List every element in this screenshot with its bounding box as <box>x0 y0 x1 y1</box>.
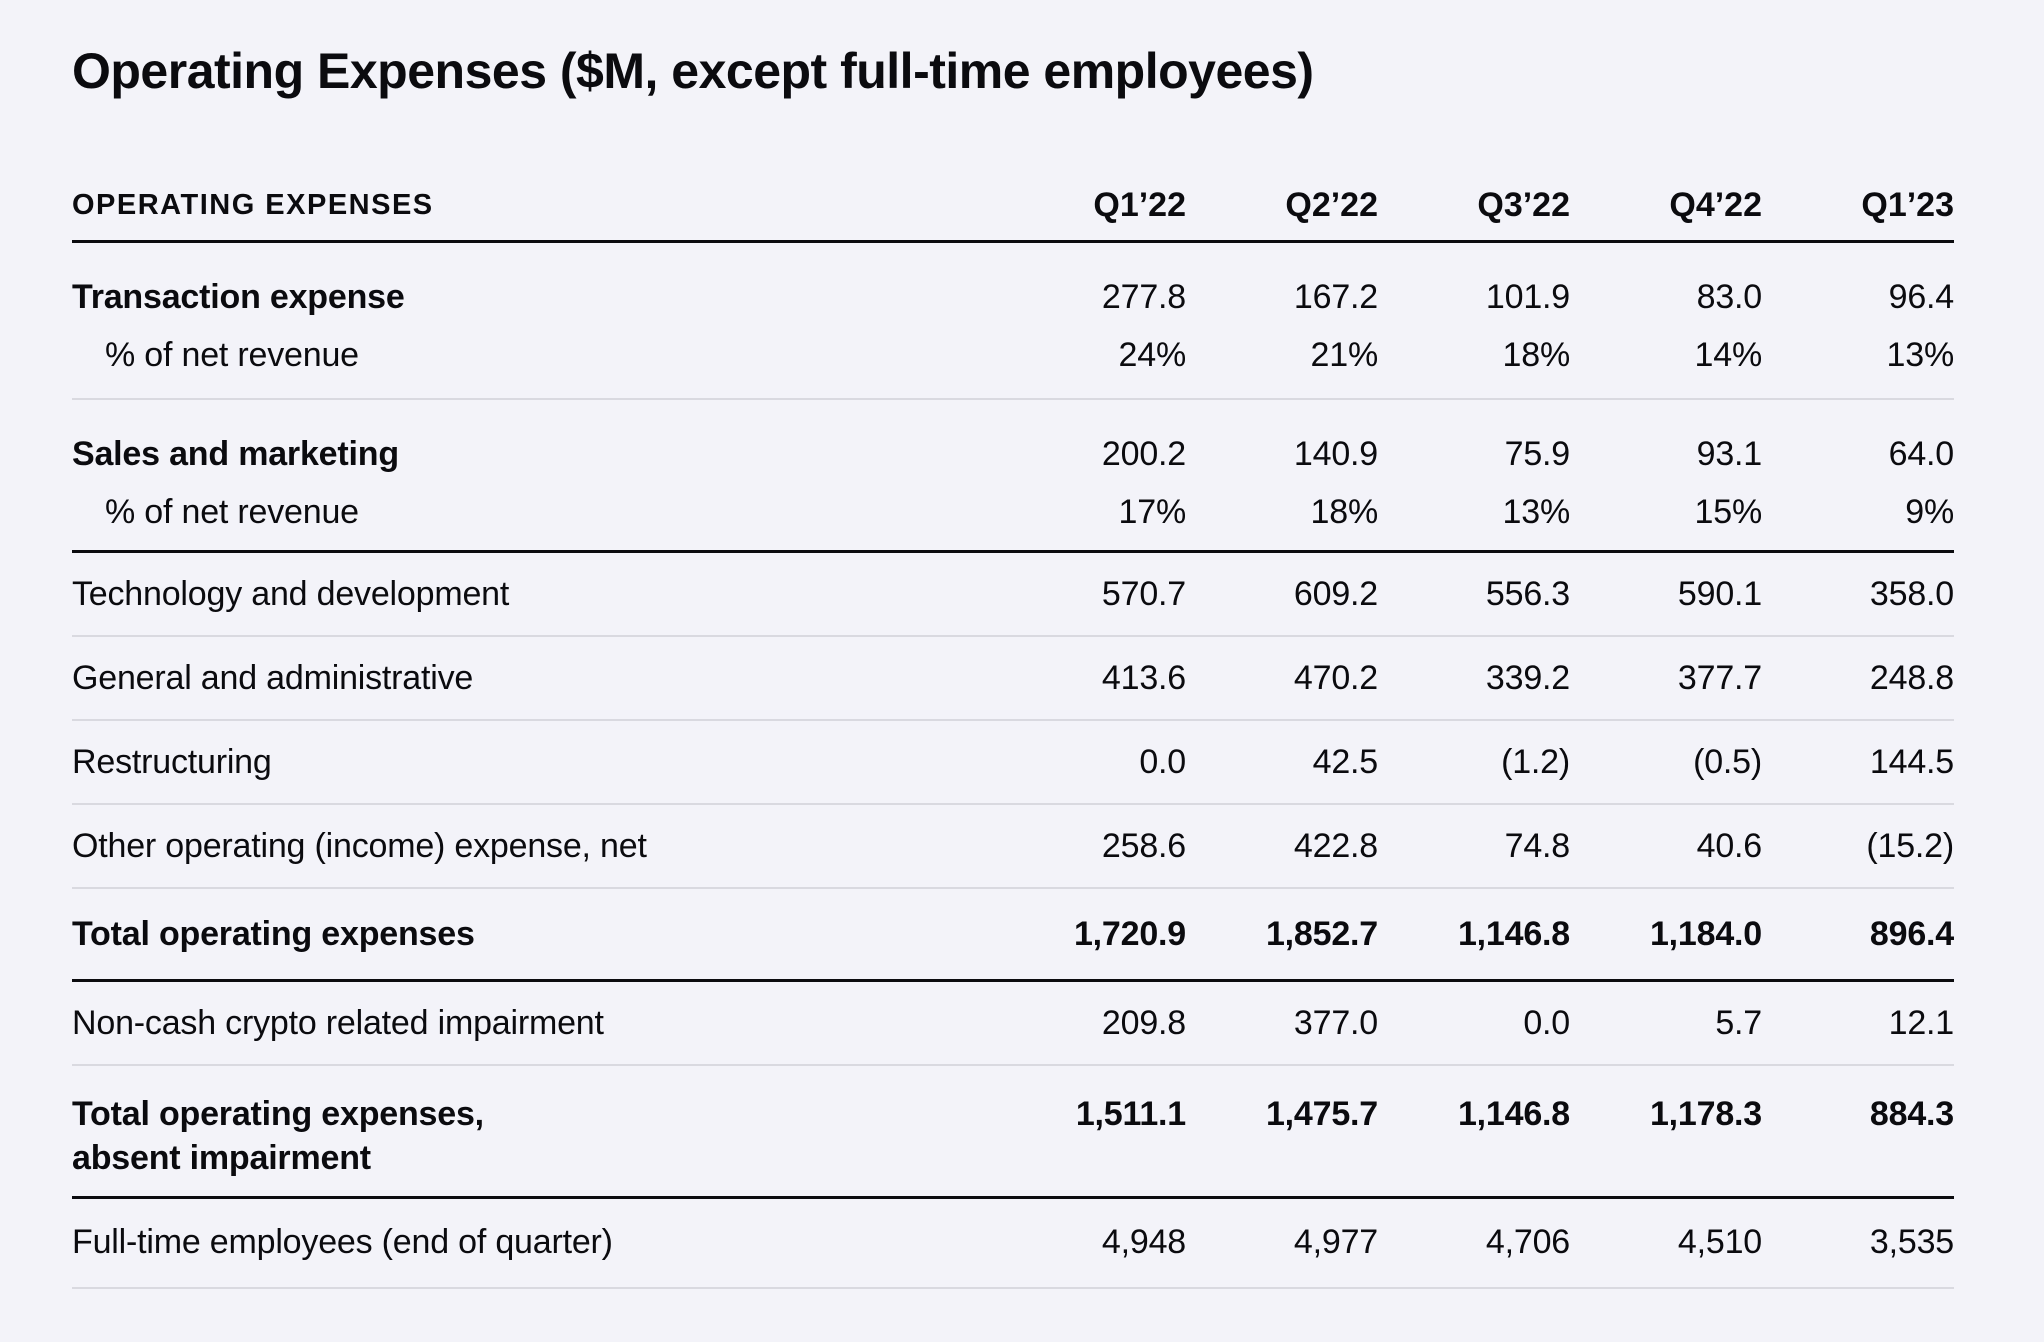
value-cell: 1,146.8 <box>1457 1095 1570 1133</box>
value-cell: 40.6 <box>1696 827 1763 865</box>
row-label: General and administrative <box>72 659 474 697</box>
column-header-q4-22: Q4’22 <box>1669 185 1762 224</box>
table-row-restructuring: Restructuring 0.0 42.5 (1.2) (0.5) 144.5 <box>72 721 1954 805</box>
table-row-other-operating-expense: Other operating (income) expense, net 25… <box>72 805 1954 889</box>
value-cell: 101.9 <box>1485 278 1570 316</box>
table-row-non-cash-crypto-impairment: Non-cash crypto related impairment 209.8… <box>72 982 1954 1066</box>
value-cell: 24% <box>1118 336 1187 374</box>
value-cell: 377.7 <box>1677 659 1762 697</box>
value-cell: (15.2) <box>1866 827 1954 865</box>
value-cell: 609.2 <box>1293 575 1378 613</box>
operating-expenses-table: OPERATING EXPENSES Q1’22 Q2’22 Q3’22 Q4’… <box>72 170 1954 1289</box>
table-row-sales-pct-net-revenue: % of net revenue 17% 18% 13% 15% 9% <box>72 483 1954 541</box>
value-cell: 277.8 <box>1101 278 1186 316</box>
column-header-q1-22: Q1’22 <box>1093 185 1186 224</box>
value-cell: 4,948 <box>1101 1223 1186 1261</box>
value-cell: 140.9 <box>1293 435 1378 473</box>
table-header-row: OPERATING EXPENSES Q1’22 Q2’22 Q3’22 Q4’… <box>72 170 1954 243</box>
value-cell: 3,535 <box>1869 1223 1954 1261</box>
row-label: % of net revenue <box>105 336 359 374</box>
value-cell: 9% <box>1905 493 1954 531</box>
value-cell: 93.1 <box>1696 435 1763 473</box>
value-cell: 13% <box>1886 336 1955 374</box>
value-cell: 75.9 <box>1504 435 1571 473</box>
value-cell: 42.5 <box>1312 743 1379 781</box>
column-header-q2-22: Q2’22 <box>1285 185 1378 224</box>
value-cell: 884.3 <box>1869 1095 1954 1133</box>
value-cell: 1,184.0 <box>1649 915 1762 953</box>
value-cell: 200.2 <box>1101 435 1186 473</box>
value-cell: 358.0 <box>1869 575 1954 613</box>
value-cell: 64.0 <box>1888 435 1955 473</box>
value-cell: 0.0 <box>1523 1004 1570 1042</box>
row-label: Technology and development <box>72 575 510 613</box>
row-group-sales-and-marketing: Sales and marketing 200.2 140.9 75.9 93.… <box>72 400 1954 553</box>
row-label: Sales and marketing <box>72 435 399 473</box>
value-cell: 1,178.3 <box>1649 1095 1762 1133</box>
value-cell: 0.0 <box>1139 743 1186 781</box>
value-cell: 144.5 <box>1869 743 1954 781</box>
value-cell: 570.7 <box>1101 575 1186 613</box>
value-cell: 4,510 <box>1677 1223 1762 1261</box>
value-cell: 896.4 <box>1869 915 1954 953</box>
row-label: Non-cash crypto related impairment <box>72 1004 604 1042</box>
column-header-q1-23: Q1’23 <box>1861 185 1954 224</box>
value-cell: 96.4 <box>1888 278 1955 316</box>
table-row-full-time-employees: Full-time employees (end of quarter) 4,9… <box>72 1199 1954 1289</box>
value-cell: 470.2 <box>1293 659 1378 697</box>
table-row-general-and-administrative: General and administrative 413.6 470.2 3… <box>72 637 1954 721</box>
value-cell: 14% <box>1694 336 1763 374</box>
value-cell: 413.6 <box>1101 659 1186 697</box>
value-cell: 167.2 <box>1293 278 1378 316</box>
row-label: Total operating expenses, absent impairm… <box>72 1095 484 1177</box>
value-cell: 18% <box>1310 493 1379 531</box>
row-group-transaction-expense: Transaction expense 277.8 167.2 101.9 83… <box>72 243 1954 400</box>
value-cell: 1,720.9 <box>1073 915 1186 953</box>
value-cell: (1.2) <box>1501 743 1570 781</box>
value-cell: 339.2 <box>1485 659 1570 697</box>
value-cell: 21% <box>1310 336 1379 374</box>
table-row-total-opex-absent-impairment: Total operating expenses, absent impairm… <box>72 1066 1954 1199</box>
row-label: Other operating (income) expense, net <box>72 827 647 865</box>
value-cell: 83.0 <box>1696 278 1763 316</box>
table-row-total-operating-expenses: Total operating expenses 1,720.9 1,852.7… <box>72 889 1954 982</box>
row-label: Total operating expenses <box>72 915 475 953</box>
value-cell: 377.0 <box>1293 1004 1378 1042</box>
table-row-transaction-expense: Transaction expense 277.8 167.2 101.9 83… <box>72 268 1954 326</box>
value-cell: 4,977 <box>1293 1223 1378 1261</box>
value-cell: (0.5) <box>1693 743 1762 781</box>
value-cell: 422.8 <box>1293 827 1378 865</box>
table-row-transaction-pct-net-revenue: % of net revenue 24% 21% 18% 14% 13% <box>72 326 1954 384</box>
row-label: % of net revenue <box>105 493 359 531</box>
value-cell: 209.8 <box>1101 1004 1186 1042</box>
row-label: Restructuring <box>72 743 272 781</box>
value-cell: 5.7 <box>1715 1004 1762 1042</box>
table-row-sales-and-marketing: Sales and marketing 200.2 140.9 75.9 93.… <box>72 425 1954 483</box>
value-cell: 1,475.7 <box>1265 1095 1378 1133</box>
row-label: Full-time employees (end of quarter) <box>72 1223 613 1261</box>
value-cell: 1,511.1 <box>1075 1095 1186 1133</box>
value-cell: 590.1 <box>1677 575 1762 613</box>
value-cell: 17% <box>1118 493 1187 531</box>
value-cell: 74.8 <box>1504 827 1571 865</box>
row-label: Transaction expense <box>72 278 405 316</box>
value-cell: 15% <box>1694 493 1763 531</box>
value-cell: 1,146.8 <box>1457 915 1570 953</box>
value-cell: 18% <box>1502 336 1571 374</box>
value-cell: 1,852.7 <box>1265 915 1378 953</box>
value-cell: 248.8 <box>1869 659 1954 697</box>
value-cell: 258.6 <box>1101 827 1186 865</box>
value-cell: 4,706 <box>1485 1223 1570 1261</box>
value-cell: 12.1 <box>1888 1004 1955 1042</box>
value-cell: 556.3 <box>1485 575 1570 613</box>
column-header-q3-22: Q3’22 <box>1477 185 1570 224</box>
table-row-technology-and-development: Technology and development 570.7 609.2 5… <box>72 553 1954 637</box>
table-section: Operating Expenses ($M, except full-time… <box>72 0 1954 1289</box>
page-title: Operating Expenses ($M, except full-time… <box>72 43 1314 99</box>
value-cell: 13% <box>1502 493 1571 531</box>
table-header-label: OPERATING EXPENSES <box>72 188 434 221</box>
